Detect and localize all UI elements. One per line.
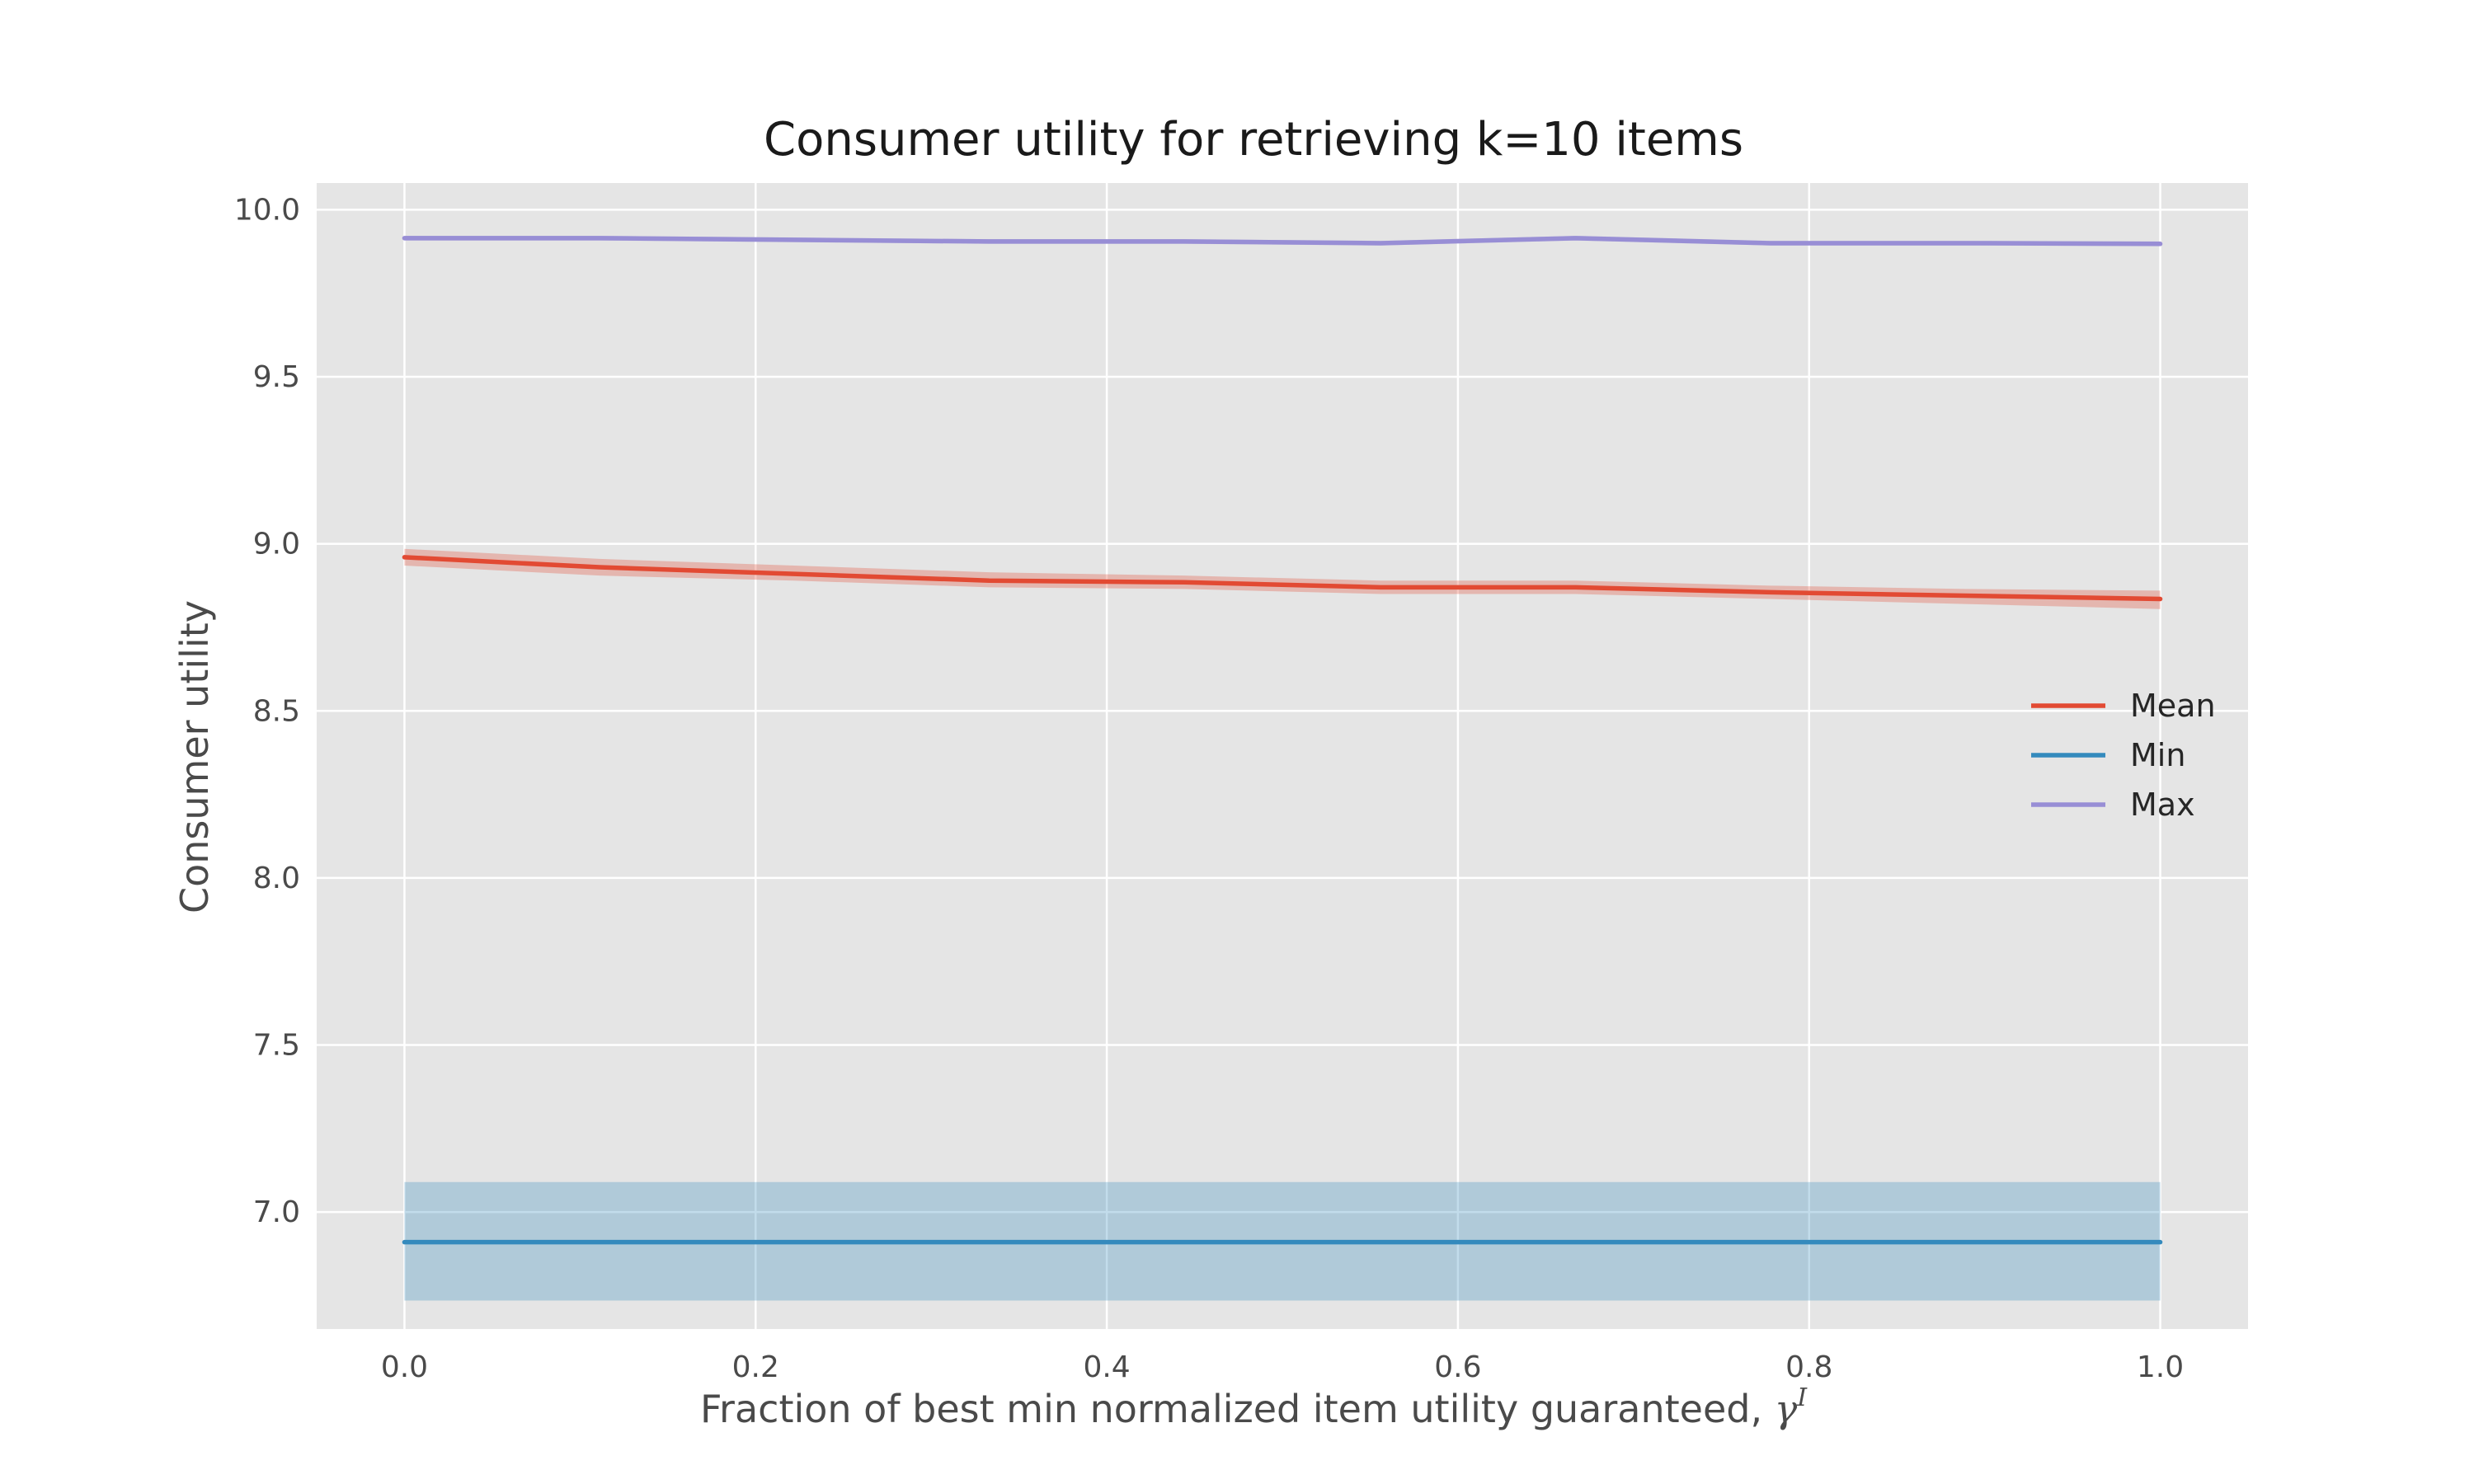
- grid: [317, 183, 2248, 1329]
- plot-area: [317, 183, 2248, 1329]
- y-tick-label: 8.0: [253, 862, 300, 895]
- chart-title: Consumer utility for retrieving k=10 ite…: [764, 113, 1743, 167]
- y-tick-label: 10.0: [234, 193, 300, 227]
- x-tick-label: 0.0: [381, 1350, 428, 1384]
- x-axis-label-superscript: I: [1796, 1383, 1808, 1412]
- legend-label-min: Min: [2130, 737, 2185, 773]
- y-tick-label: 9.0: [253, 528, 300, 561]
- y-axis-label: Consumer utility: [172, 600, 217, 913]
- x-axis-label-symbol: γ: [1775, 1387, 1798, 1431]
- x-tick-label: 0.6: [1434, 1350, 1481, 1384]
- series-line-mean: [402, 555, 2163, 602]
- band-mean: [404, 548, 2161, 609]
- x-tick-label: 1.0: [2137, 1350, 2184, 1384]
- legend-label-mean: Mean: [2130, 688, 2216, 724]
- x-tick-labels: 0.0 0.2 0.4 0.6 0.8 1.0: [381, 1350, 2184, 1384]
- series-line-max: [402, 236, 2163, 247]
- y-tick-label: 7.5: [253, 1029, 300, 1063]
- x-tick-label: 0.2: [732, 1350, 779, 1384]
- y-tick-label: 8.5: [253, 694, 300, 728]
- x-tick-label: 0.8: [1785, 1350, 1832, 1384]
- legend-label-max: Max: [2130, 787, 2195, 823]
- x-axis-label-text: Fraction of best min normalized item uti…: [700, 1387, 1775, 1431]
- y-tick-label: 9.5: [253, 360, 300, 394]
- y-tick-labels: 7.0 7.5 8.0 8.5 9.0 9.5 10.0: [234, 193, 300, 1229]
- x-axis-label: Fraction of best min normalized item uti…: [700, 1383, 1808, 1431]
- series-lines: [402, 236, 2163, 1245]
- x-tick-label: 0.4: [1083, 1350, 1130, 1384]
- legend: Mean Min Max: [2031, 688, 2216, 823]
- y-tick-label: 7.0: [253, 1195, 300, 1229]
